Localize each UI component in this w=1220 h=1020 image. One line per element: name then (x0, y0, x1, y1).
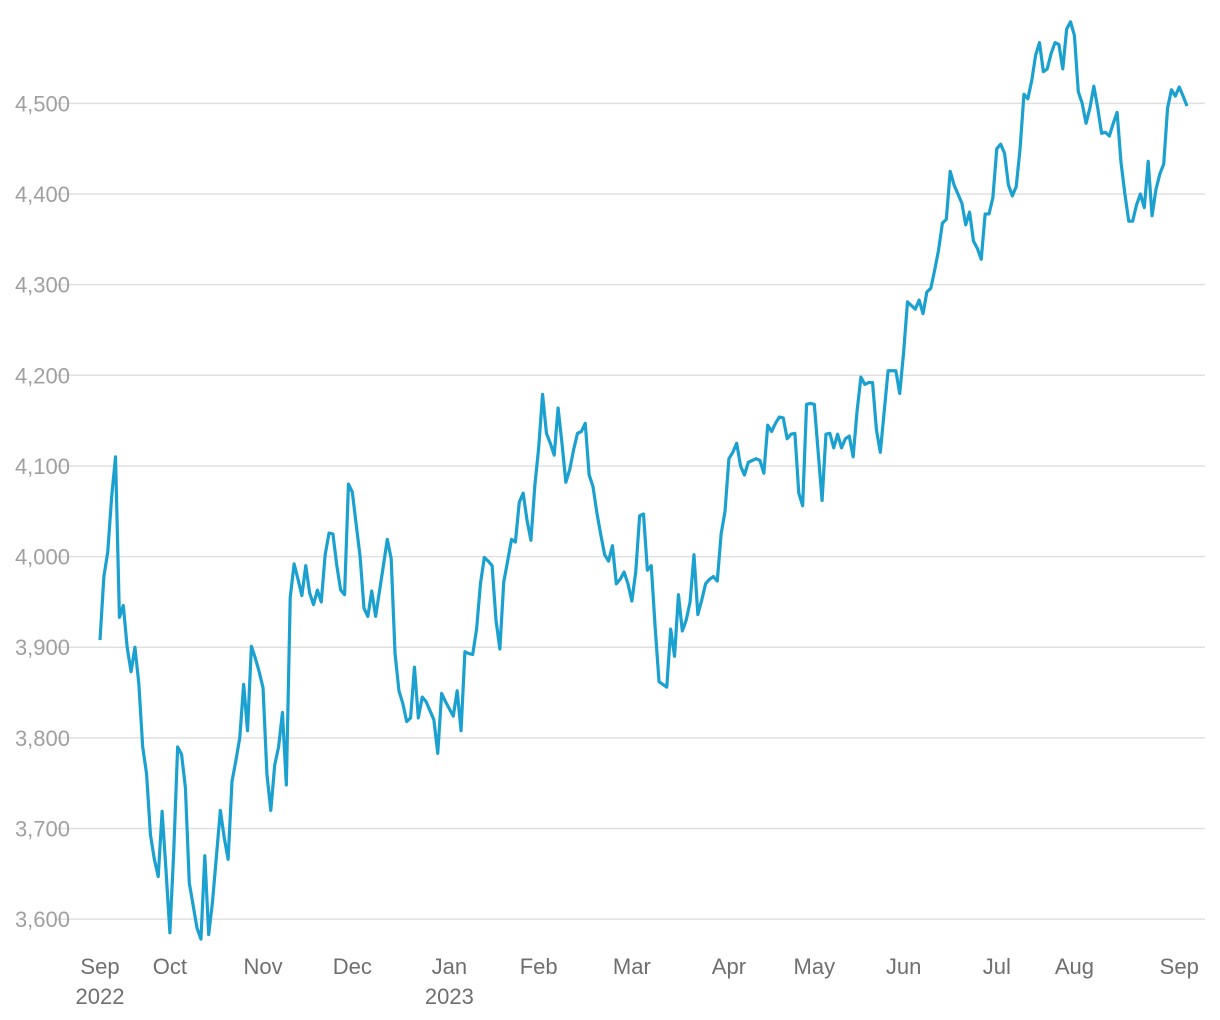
x-tick-label-line: Mar (613, 954, 651, 979)
x-tick-label: Jul (983, 954, 1011, 979)
x-tick-label: Jun (886, 954, 921, 979)
x-tick-label-line: 2023 (425, 984, 474, 1009)
x-tick-label: Jan 2023 (425, 954, 474, 1009)
line-series (98, 20, 1189, 941)
x-tick-label: Oct (153, 954, 187, 979)
x-tick-label-line: Dec (333, 954, 372, 979)
x-tick-label: Dec (333, 954, 372, 979)
x-tick-label: Sep 2022 (76, 954, 125, 1009)
y-tick-label: 3,800 (15, 726, 70, 751)
x-tick-label-line: Jul (983, 954, 1011, 979)
x-tick-label-line: Sep (1160, 954, 1199, 979)
x-tick-label-line: Sep (80, 954, 119, 979)
x-tick-label: Sep (1160, 954, 1199, 979)
y-tick-label: 3,900 (15, 635, 70, 660)
x-tick-label-line: 2022 (76, 984, 125, 1009)
x-tick-label: Feb (520, 954, 558, 979)
x-tick-label: Mar (613, 954, 651, 979)
y-tick-label: 4,100 (15, 454, 70, 479)
y-tick-label: 4,400 (15, 182, 70, 207)
x-tick-label: Nov (243, 954, 282, 979)
y-tick-label: 4,200 (15, 363, 70, 388)
x-tick-label-line: Apr (712, 954, 746, 979)
x-tick-label-line: Feb (520, 954, 558, 979)
x-tick-label: May (794, 954, 836, 979)
y-tick-label: 4,300 (15, 273, 70, 298)
y-tick-label: 4,500 (15, 91, 70, 116)
y-tick-label: 3,700 (15, 817, 70, 842)
y-tick-label: 4,000 (15, 545, 70, 570)
x-tick-label-line: May (794, 954, 836, 979)
x-tick-label-line: Jun (886, 954, 921, 979)
x-tick-label-line: Oct (153, 954, 187, 979)
y-tick-label: 3,600 (15, 907, 70, 932)
x-tick-label-line: Nov (243, 954, 282, 979)
x-tick-label: Apr (712, 954, 746, 979)
x-tick-label-line: Aug (1055, 954, 1094, 979)
x-tick-label: Aug (1055, 954, 1094, 979)
x-tick-label-line: Jan (432, 954, 467, 979)
